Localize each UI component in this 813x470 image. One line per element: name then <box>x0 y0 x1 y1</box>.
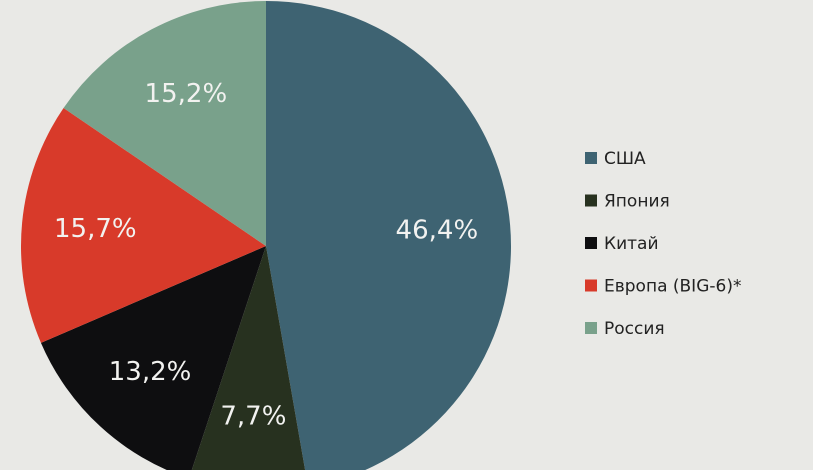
legend-label: Россия <box>604 319 665 339</box>
legend-label: США <box>604 149 646 169</box>
legend-swatch <box>585 152 597 164</box>
legend-label: Китай <box>604 234 659 254</box>
legend-swatch <box>585 237 597 249</box>
pie-slice <box>40 246 266 470</box>
value-label: 13,2% <box>109 357 192 387</box>
pie-slice <box>21 108 266 343</box>
legend-label: Европа (BIG-6)* <box>604 277 741 297</box>
pie-slice <box>191 246 306 470</box>
legend-swatch <box>585 322 597 334</box>
legend-label: Япония <box>604 192 670 212</box>
pie-slice <box>63 1 266 246</box>
value-label: 15,2% <box>145 79 228 109</box>
pie-slice <box>266 1 511 470</box>
legend-swatch <box>585 279 597 292</box>
value-label: 15,7% <box>54 214 137 244</box>
legend-swatch <box>585 194 597 207</box>
value-label: 46,4% <box>396 216 479 246</box>
value-label: 7,7% <box>220 402 286 432</box>
